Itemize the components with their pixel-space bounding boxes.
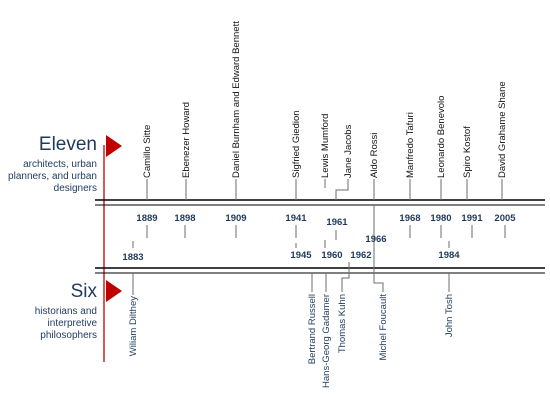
person-name: Spiro Kostof bbox=[462, 126, 473, 178]
tick-thomas-kuhn bbox=[341, 262, 350, 292]
timeline-connectors bbox=[132, 179, 506, 295]
year-label: 2005 bbox=[494, 213, 516, 224]
group-six-subtitle-line: historians and bbox=[35, 306, 97, 317]
year-label: 1909 bbox=[225, 213, 246, 224]
group-eleven-subtitle-line: designers bbox=[54, 183, 97, 194]
group-eleven-title: Eleven bbox=[39, 134, 97, 155]
person-name: John Tosh bbox=[444, 294, 455, 337]
tick-michel-foucault bbox=[373, 268, 384, 292]
year-label: 1898 bbox=[174, 213, 195, 224]
lower-name-labels: Wiliam Dilthey Bertrand Russell Hans-Geo… bbox=[128, 294, 455, 388]
year-label: 1941 bbox=[285, 213, 307, 224]
year-label: 1889 bbox=[136, 213, 157, 224]
person-name: Bertrand Russell bbox=[307, 294, 318, 364]
lower-timeline-axis bbox=[95, 267, 545, 274]
person-name: Wiliam Dilthey bbox=[128, 296, 139, 356]
person-name: Aldo Rossi bbox=[369, 133, 380, 178]
person-name: Daniel Burnham and Edward Bennett bbox=[231, 21, 242, 178]
person-name: Lewis Mumford bbox=[320, 114, 331, 178]
person-name: Thomas Kuhn bbox=[337, 294, 348, 353]
red-triangle-icon bbox=[106, 135, 122, 157]
year-label: 1960 bbox=[321, 250, 342, 261]
year-label: 1961 bbox=[326, 217, 348, 228]
year-label: 1962 bbox=[350, 250, 371, 261]
year-label: 1945 bbox=[290, 250, 312, 261]
lower-year-labels: 1883 1945 1960 1962 1984 bbox=[122, 250, 460, 263]
person-name: Hans-Georg Gadamer bbox=[321, 294, 332, 388]
year-label: 1984 bbox=[438, 250, 460, 261]
red-triangle-icon bbox=[106, 280, 122, 302]
person-name: Leonardo Benevolo bbox=[436, 96, 447, 178]
person-name: Ebenezer Howard bbox=[181, 102, 192, 178]
upper-year-labels: 1889 1898 1909 1941 1961 1966 1968 1980 … bbox=[136, 213, 516, 245]
group-six-subtitle-line: philosophers bbox=[40, 330, 97, 341]
year-label: 1991 bbox=[461, 213, 483, 224]
person-name: Manfredo Tafuri bbox=[405, 112, 416, 178]
year-label: 1968 bbox=[399, 213, 420, 224]
upper-timeline-axis bbox=[95, 199, 545, 206]
group-eleven-subtitle-line: planners, and urban bbox=[8, 171, 97, 182]
person-name: Michel Foucault bbox=[378, 294, 389, 361]
year-label: 1980 bbox=[430, 213, 451, 224]
group-eleven: Eleven architects, urban planners, and u… bbox=[8, 134, 122, 194]
group-eleven-subtitle-line: architects, urban bbox=[23, 159, 97, 170]
person-name: Camillo Sitte bbox=[142, 125, 153, 178]
year-label: 1883 bbox=[122, 252, 143, 263]
group-six-subtitle-line: interpretive bbox=[48, 318, 98, 329]
group-six: Six historians and interpretive philosop… bbox=[35, 280, 122, 341]
upper-name-labels: Camillo Sitte Ebenezer Howard Daniel Bur… bbox=[142, 21, 508, 178]
tick-jane-jacobs bbox=[335, 179, 349, 200]
person-name: Sigfried Giedion bbox=[291, 110, 302, 178]
person-name: Jane Jacobs bbox=[343, 124, 354, 178]
group-six-title: Six bbox=[71, 281, 98, 302]
year-label: 1966 bbox=[365, 234, 386, 245]
person-name: David Grahame Shane bbox=[497, 81, 508, 178]
